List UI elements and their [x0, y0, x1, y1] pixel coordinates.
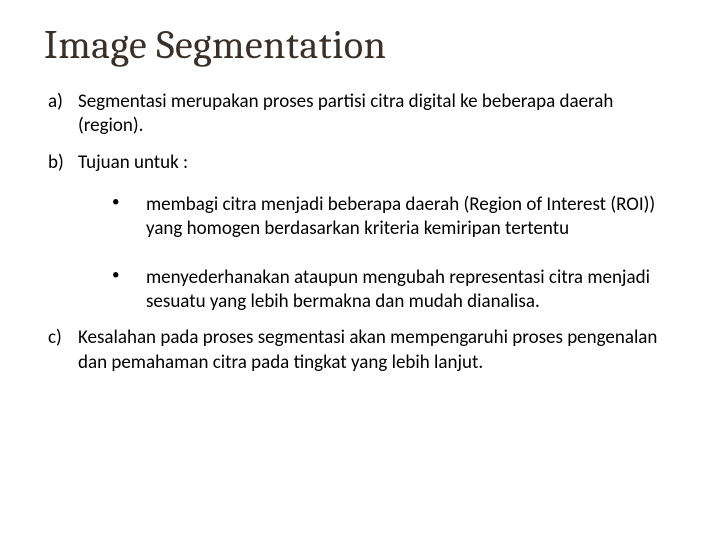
slide-title: Image Segmentation: [44, 22, 676, 68]
slide-container: Image Segmentation Segmentasi merupakan …: [0, 0, 720, 540]
item-b-text: Tujuan untuk :: [78, 151, 188, 174]
sub-item-2: menyederhanakan ataupun mengubah represe…: [106, 266, 676, 315]
item-c: Kesalahan pada proses segmentasi akan me…: [44, 326, 676, 375]
sub-item-1-text: membagi citra menjadi beberapa daerah (R…: [146, 193, 655, 240]
item-c-text: Kesalahan pada proses segmentasi akan me…: [78, 326, 657, 373]
item-a-text: Segmentasi merupakan proses partisi citr…: [78, 90, 613, 137]
main-list: Segmentasi merupakan proses partisi citr…: [44, 90, 676, 375]
item-b: Tujuan untuk : membagi citra menjadi beb…: [44, 151, 676, 315]
item-a: Segmentasi merupakan proses partisi citr…: [44, 90, 676, 139]
sub-item-1: membagi citra menjadi beberapa daerah (R…: [106, 193, 676, 242]
sub-list-b: membagi citra menjadi beberapa daerah (R…: [106, 193, 676, 314]
sub-item-2-text: menyederhanakan ataupun mengubah represe…: [146, 266, 650, 313]
